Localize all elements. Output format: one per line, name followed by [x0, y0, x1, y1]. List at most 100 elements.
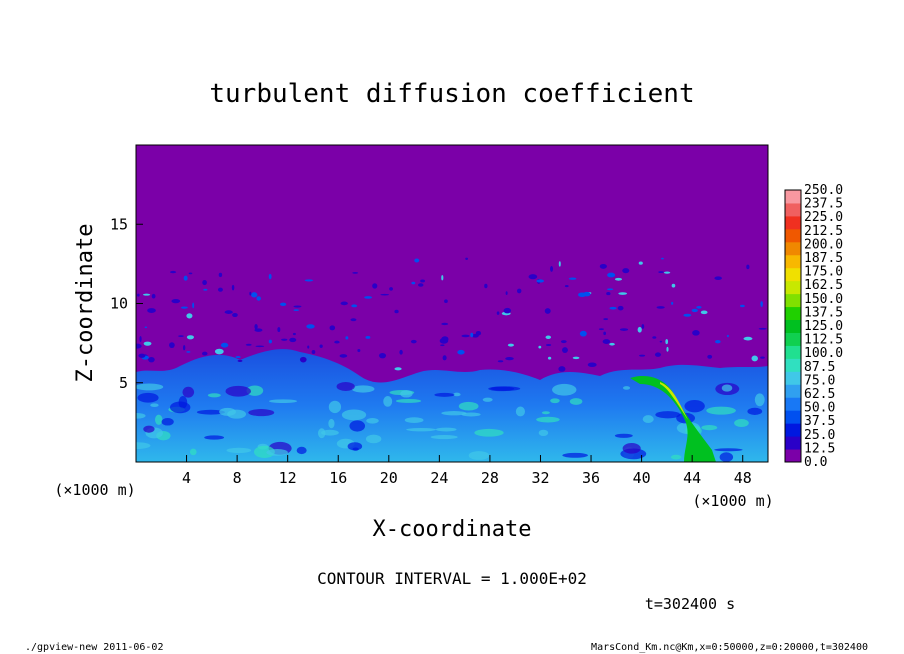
turbulence-patch: [550, 265, 554, 272]
boundary-layer-eddy: [541, 411, 550, 415]
turbulence-patch: [562, 347, 568, 354]
turbulence-patch: [389, 287, 393, 291]
turbulence-patch: [441, 322, 449, 326]
boundary-layer-eddy: [225, 385, 251, 397]
turbulence-patch: [461, 334, 470, 338]
colorbar-swatch: [785, 306, 801, 321]
turbulence-patch: [224, 310, 233, 314]
turbulence-patch: [289, 337, 297, 343]
x-tick-label: 12: [279, 469, 297, 487]
boundary-layer-eddy: [734, 419, 749, 427]
boundary-layer-eddy: [248, 409, 275, 417]
turbulence-patch: [457, 349, 465, 355]
turbulence-patch: [299, 356, 307, 363]
turbulence-patch: [280, 302, 287, 306]
turbulence-patch: [142, 293, 151, 296]
turbulence-patch: [564, 285, 569, 288]
boundary-layer-eddy: [204, 435, 225, 440]
colorbar-swatch: [785, 371, 801, 385]
turbulence-patch: [715, 339, 721, 344]
turbulence-patch: [528, 274, 538, 280]
boundary-layer-eddy: [706, 406, 736, 415]
turbulence-patch: [700, 310, 708, 315]
turbulence-patch: [661, 257, 664, 260]
boundary-layer-eddy: [453, 392, 461, 397]
boundary-layer-eddy: [365, 434, 382, 444]
turbulence-patch: [516, 288, 522, 294]
boundary-layer-eddy: [395, 399, 422, 403]
colorbar-swatch: [785, 190, 801, 204]
turbulence-patch: [151, 293, 156, 299]
turbulence-patch: [254, 323, 258, 330]
turbulence-patch: [665, 339, 669, 345]
turbulence-patch: [255, 345, 265, 348]
boundary-layer-eddy: [550, 398, 560, 404]
turbulence-patch: [394, 309, 399, 314]
boundary-layer-eddy: [161, 418, 174, 426]
turbulence-patch: [237, 359, 243, 362]
turbulence-patch: [579, 330, 587, 337]
turbulence-patch: [394, 367, 402, 371]
turbulence-patch: [418, 283, 424, 287]
turbulence-patch: [603, 331, 607, 336]
colorbar-level-label: 100.0: [804, 346, 843, 361]
turbulence-patch: [148, 356, 155, 363]
turbulence-patch: [203, 288, 208, 291]
colorbar-level-label: 0.0: [804, 455, 827, 470]
boundary-layer-eddy: [268, 399, 298, 403]
boundary-layer-eddy: [136, 412, 146, 419]
turbulence-patch: [441, 275, 444, 281]
turbulence-patch: [220, 342, 229, 348]
turbulence-patch: [658, 271, 664, 274]
turbulence-patch: [671, 283, 676, 288]
turbulence-patch: [352, 271, 359, 274]
turbulence-patch: [606, 291, 611, 296]
boundary-layer-eddy: [406, 428, 437, 432]
turbulence-patch: [538, 345, 542, 349]
turbulence-patch: [182, 344, 186, 351]
turbulence-patch: [583, 291, 591, 297]
colorbar-level-label: 137.5: [804, 305, 843, 320]
turbulence-patch: [441, 336, 449, 343]
y-axis-label: Z-coordinate: [73, 224, 98, 383]
turbulence-patch: [726, 334, 729, 338]
turbulence-patch: [743, 336, 753, 341]
turbulence-patch: [170, 270, 177, 274]
colorbar-level-label: 12.5: [804, 441, 835, 456]
turbulence-patch: [707, 354, 713, 359]
x-tick-label: 4: [182, 469, 191, 487]
turbulence-patch: [691, 308, 698, 313]
y-tick-label: 15: [110, 215, 128, 233]
turbulence-patch: [147, 308, 156, 313]
turbulence-patch: [637, 326, 642, 333]
boundary-layer-eddy: [196, 409, 225, 415]
colorbar-swatch: [785, 254, 801, 269]
boundary-layer-eddy: [136, 383, 164, 391]
colorbar-level-label: 162.5: [804, 278, 843, 293]
turbulence-patch: [235, 356, 241, 358]
turbulence-patch: [659, 340, 663, 343]
x-axis-label: X-coordinate: [373, 517, 532, 542]
colorbar-level-label: 87.5: [804, 360, 835, 375]
turbulence-patch: [254, 328, 263, 332]
turbulence-patch: [281, 338, 288, 341]
turbulence-patch: [136, 343, 142, 349]
colorbar-swatch: [785, 241, 801, 256]
turbulence-patch: [245, 343, 252, 346]
turbulence-patch: [760, 301, 763, 307]
contour-interval-label: CONTOUR INTERVAL = 1.000E+02: [317, 569, 587, 588]
turbulence-patch: [138, 353, 146, 358]
turbulence-patch: [505, 357, 514, 361]
turbulence-patch: [192, 302, 195, 309]
colorbar-swatch: [785, 202, 801, 217]
boundary-layer-eddy: [246, 385, 264, 396]
colorbar-swatch: [785, 410, 801, 424]
y-tick-label: 10: [110, 295, 128, 313]
boundary-layer-eddy: [642, 415, 654, 424]
turbulence-patch: [345, 336, 349, 340]
turbulence-patch: [638, 354, 646, 357]
turbulence-patch: [602, 339, 611, 344]
turbulence-patch: [293, 309, 299, 311]
boundary-layer-eddy: [461, 412, 481, 417]
colorbar-frame: [784, 189, 802, 463]
